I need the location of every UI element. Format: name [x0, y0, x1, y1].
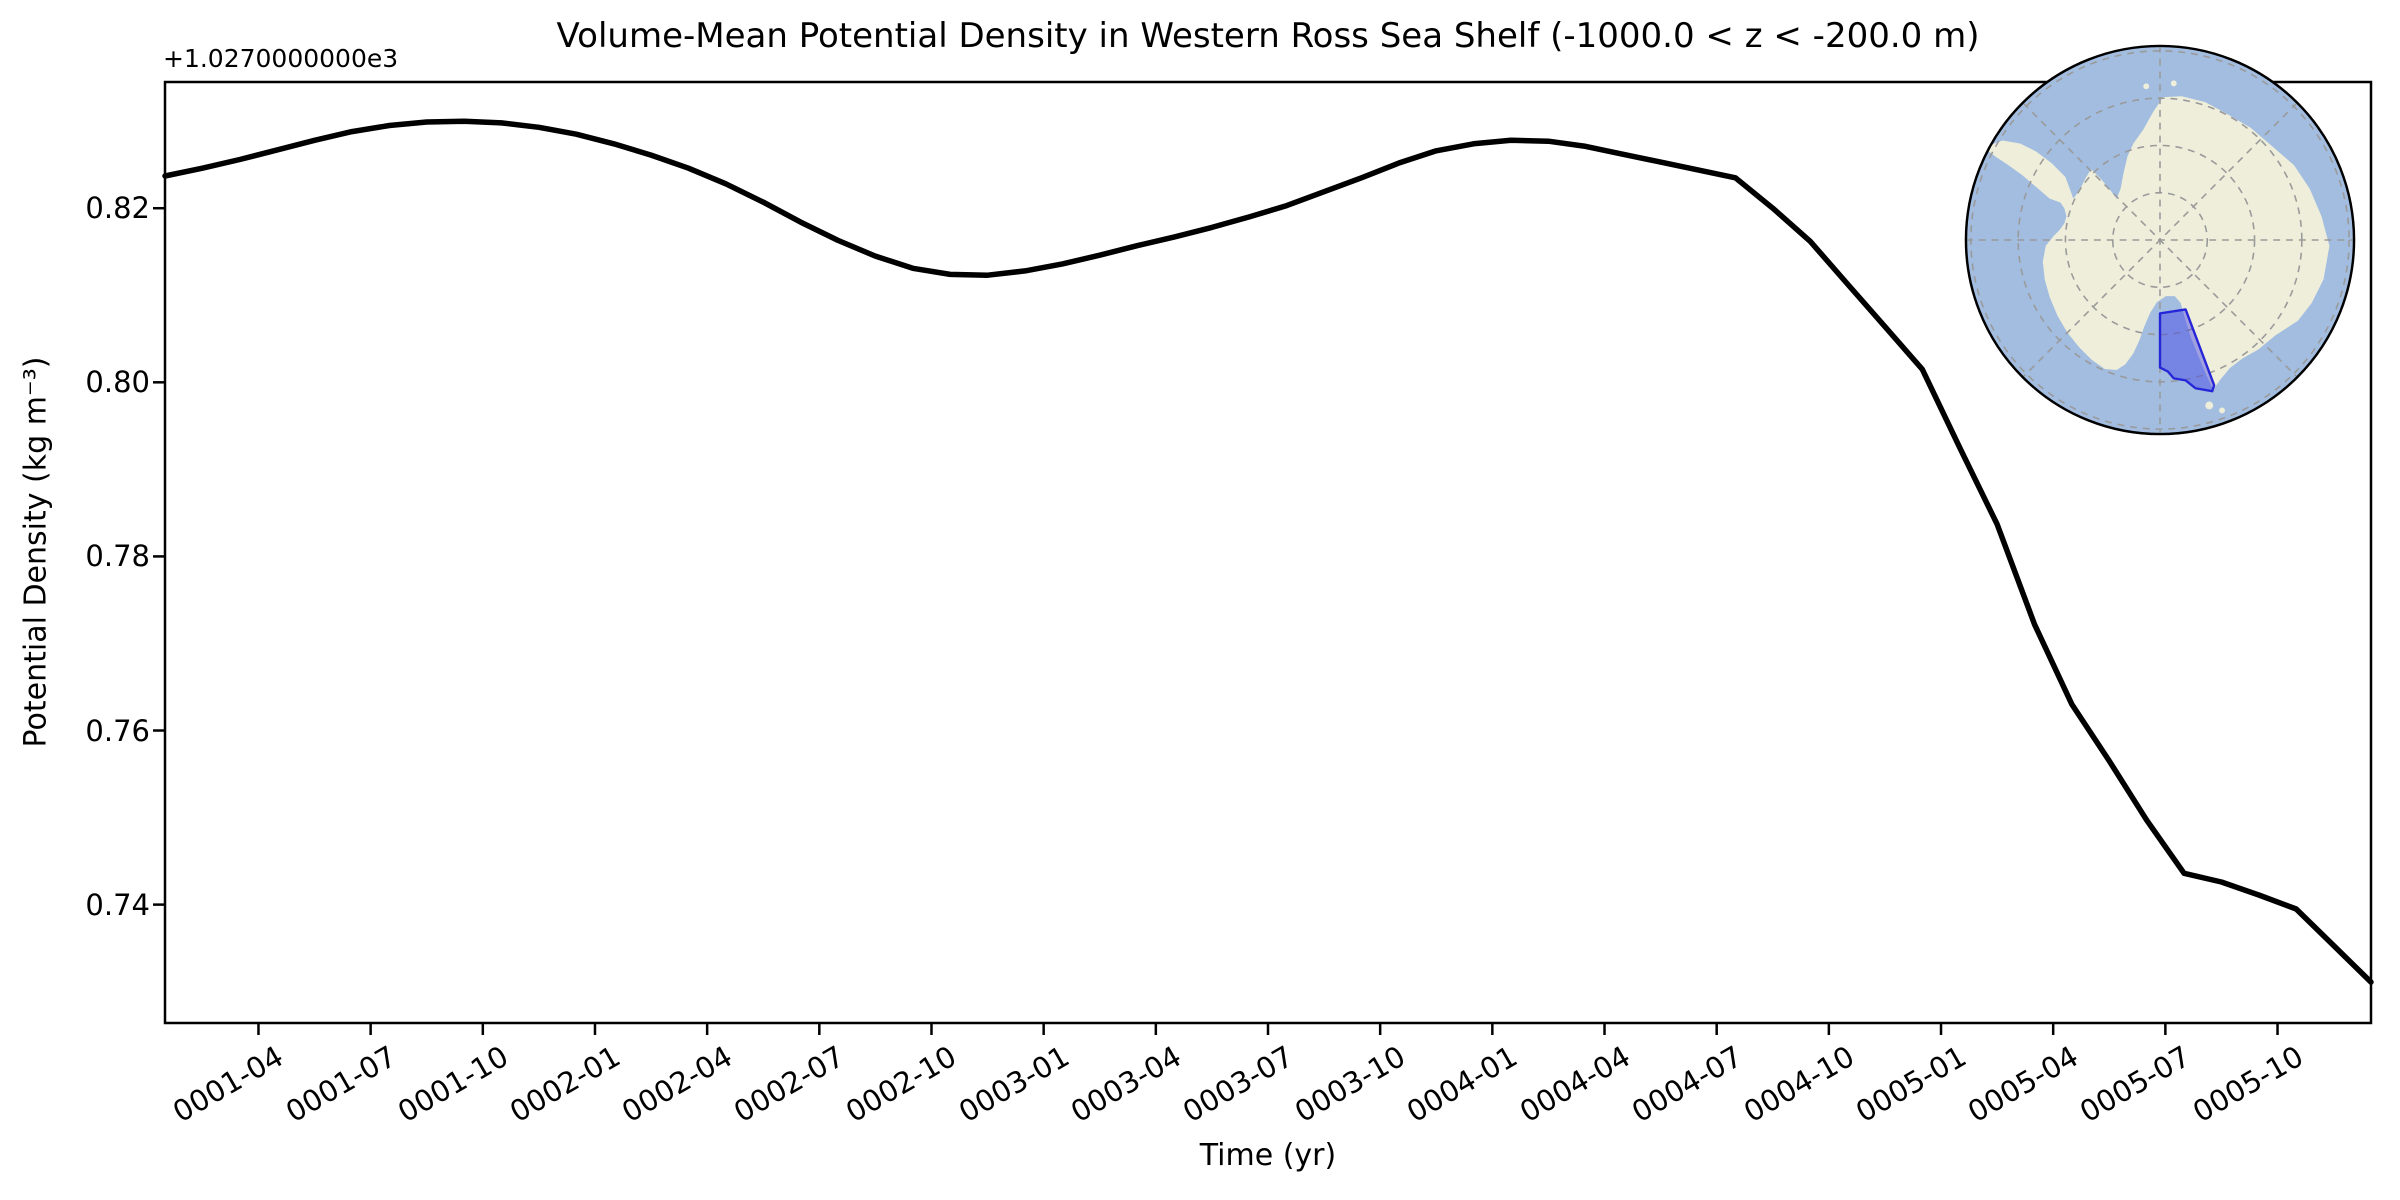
y-tick-label: 0.80 — [85, 365, 150, 400]
map-border — [1964, 44, 2356, 436]
y-tick-label: 0.76 — [85, 713, 150, 748]
graticule — [1965, 45, 2355, 435]
x-axis-label: Time (yr) — [1199, 1138, 1337, 1173]
y-axis-offset-text: +1.0270000000e3 — [163, 44, 399, 73]
region-highlight-western-ross-sea-shelf — [2158, 308, 2216, 393]
y-axis-label: Potential Density (kg m⁻³) — [18, 356, 54, 748]
island — [2205, 401, 2214, 410]
island — [2143, 83, 2150, 90]
y-tick-label: 0.74 — [85, 887, 150, 922]
chart-title: Volume-Mean Potential Density in Western… — [556, 16, 1980, 56]
potential-density-line — [162, 118, 2374, 985]
island — [2219, 407, 2226, 414]
y-tick-label: 0.82 — [85, 191, 150, 226]
island — [2170, 80, 2177, 87]
y-tick-label: 0.78 — [85, 539, 150, 574]
inset-map-antarctica — [1964, 44, 2356, 436]
